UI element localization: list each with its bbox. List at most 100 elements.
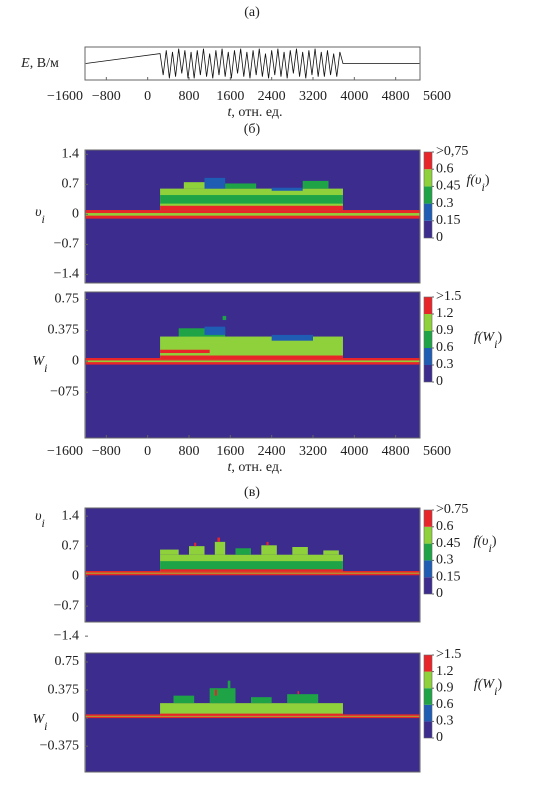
label-part: , отн. ед.: [231, 105, 282, 120]
label-part: υ: [35, 205, 41, 220]
colorbar-swatch: [424, 365, 432, 382]
label-part: f(W: [474, 330, 496, 345]
colorbar-tick-label: 0.9: [436, 323, 454, 338]
axis-label: Wi: [32, 712, 47, 733]
heat-cell: [160, 205, 343, 211]
x-tick-label: 800: [179, 89, 200, 104]
heat-cell: [160, 713, 343, 716]
axis-label: f(υi): [474, 534, 497, 555]
colorbar-swatch: [424, 331, 432, 348]
label-part: i: [494, 684, 497, 698]
colorbar-tick-label: 0: [436, 230, 443, 245]
heat-cell: [85, 292, 420, 438]
x-tick-label: 2400: [258, 89, 286, 104]
x-tick-label: −1600: [47, 444, 83, 459]
colorbar-tick-label: 1.2: [436, 306, 454, 321]
colorbar-swatch: [424, 577, 432, 594]
label-part: i: [488, 541, 491, 555]
y-tick-label: −075: [50, 384, 79, 399]
x-tick-label: 0: [144, 89, 151, 104]
x-tick-label: 5600: [423, 444, 451, 459]
colorbar-swatch: [424, 543, 432, 561]
heat-cell: [85, 572, 420, 574]
colorbar-tick-label: 0.9: [436, 680, 454, 695]
heat-cell: [209, 688, 236, 704]
colorbar-tick-label: 0.15: [436, 569, 461, 584]
y-tick-label: 0.375: [48, 682, 80, 697]
y-tick-label: 0.75: [55, 292, 80, 307]
label-part: t: [228, 105, 233, 120]
axis-label: t, отн. ед.: [228, 460, 283, 475]
x-tick-label: 0: [144, 444, 151, 459]
heat-cell: [214, 689, 217, 696]
colorbar-frame: [423, 654, 433, 739]
heat-cell: [160, 355, 343, 360]
colorbar-swatch: [424, 152, 432, 170]
y-tick-label: 1.4: [62, 508, 80, 523]
colorbar-swatch: [424, 169, 432, 187]
colorbar-tick-label: 0.15: [436, 213, 461, 228]
plot-frame: [84, 46, 421, 81]
label-part: i: [44, 719, 47, 733]
heat-cell: [235, 548, 251, 555]
colorbar-swatch: [424, 655, 432, 672]
heat-cell: [266, 541, 269, 546]
label-part: E: [20, 56, 30, 71]
heat-cell: [178, 328, 226, 337]
axis-label: E, В/м: [20, 56, 59, 71]
x-tick-label: 1600: [216, 89, 244, 104]
heat-cell: [217, 537, 220, 542]
colorbar-tick-label: 1.2: [436, 664, 454, 679]
label-part: f(W: [474, 677, 496, 692]
y-tick-label: −1.4: [54, 267, 79, 282]
heat-cell: [204, 326, 226, 335]
axis-label: t, отн. ед.: [228, 105, 283, 120]
heat-cell: [85, 715, 420, 717]
colorbar-swatch: [424, 560, 432, 578]
heat-cell: [227, 680, 231, 689]
label-part: ): [485, 173, 490, 188]
colorbar-tick-label: 0: [436, 586, 443, 601]
colorbar-frame: [423, 509, 433, 595]
label-part: , отн. ед.: [231, 460, 282, 475]
colorbar-tick-label: >0,75: [436, 144, 468, 159]
colorbar-swatch: [424, 348, 432, 365]
x-tick-label: −1600: [47, 89, 83, 104]
heat-cell: [160, 336, 343, 360]
heat-cell: [302, 180, 329, 189]
colorbar-tick-label: 0.3: [436, 714, 454, 729]
label-part: W: [32, 354, 45, 369]
axis-label: f(Wi): [474, 330, 503, 351]
x-tick-label: 5600: [423, 89, 451, 104]
y-tick-label: 0: [72, 354, 79, 369]
label-part: t: [228, 460, 233, 475]
plot-frame: [84, 507, 421, 623]
axis-label: f(Wi): [474, 677, 503, 698]
y-tick-label: 0: [72, 710, 79, 725]
x-tick-label: 4000: [340, 89, 368, 104]
colorbar-swatch: [424, 688, 432, 705]
x-tick-label: 800: [179, 444, 200, 459]
y-tick-label: 0.75: [55, 654, 80, 669]
colorbar-tick-label: 0.6: [436, 161, 454, 176]
plot-frame: [84, 149, 421, 284]
axis-label: υi: [35, 509, 45, 530]
colorbar-tick-label: 0.6: [436, 697, 454, 712]
colorbar-swatch: [424, 186, 432, 204]
heat-cell: [261, 545, 277, 555]
colorbar-tick-label: 0.6: [436, 519, 454, 534]
colorbar-tick-label: 0.45: [436, 536, 461, 551]
panel-title: (б): [244, 122, 261, 137]
heat-cell: [160, 549, 179, 555]
heat-cell: [287, 694, 319, 704]
plot-area: [85, 653, 420, 772]
heat-cell: [214, 541, 226, 555]
heat-cell: [160, 561, 343, 570]
colorbar-tick-label: 0.45: [436, 179, 461, 194]
plot-area: [85, 150, 420, 283]
label-part: i: [494, 337, 497, 351]
heat-cell: [173, 695, 195, 704]
colorbar-swatch: [424, 203, 432, 221]
heat-cell: [292, 547, 308, 555]
